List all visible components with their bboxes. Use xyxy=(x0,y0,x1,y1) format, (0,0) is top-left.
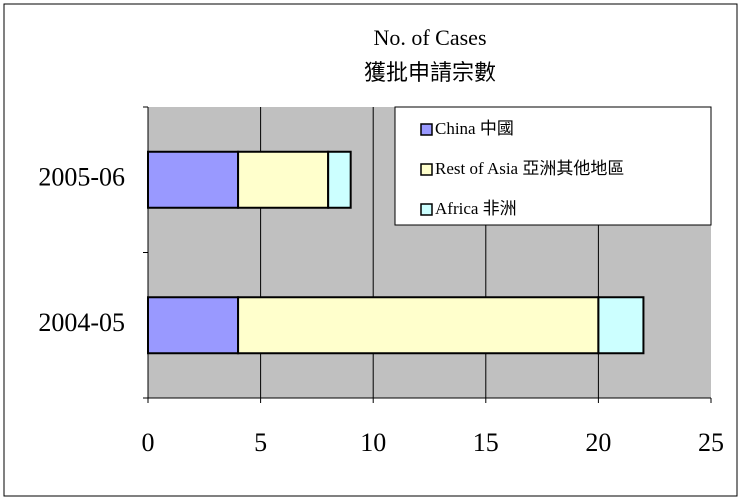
bar-segment xyxy=(147,150,240,209)
bar-segment xyxy=(237,150,330,209)
x-tick-label: 10 xyxy=(360,428,386,457)
x-tick-label: 0 xyxy=(142,428,155,457)
chart-subtitle: 獲批申請宗數 xyxy=(364,60,496,85)
bar-segment xyxy=(327,150,352,209)
legend-swatch xyxy=(420,163,433,176)
bar-segment xyxy=(597,296,645,355)
legend-swatch xyxy=(420,123,433,136)
x-tick-label: 15 xyxy=(473,428,499,457)
legend-swatch xyxy=(420,203,433,216)
x-tick-label: 5 xyxy=(254,428,267,457)
x-tick-label: 25 xyxy=(698,428,724,457)
legend-label: Rest of Asia 亞洲其他地區 xyxy=(435,159,624,178)
y-tick-label: 2004-05 xyxy=(38,308,125,337)
bar-segment xyxy=(237,296,600,355)
legend-label: Africa 非洲 xyxy=(435,199,517,218)
bar-segment xyxy=(147,296,240,355)
x-tick-label: 20 xyxy=(585,428,611,457)
legend-label: China 中國 xyxy=(435,119,514,138)
y-tick-label: 2005-06 xyxy=(38,163,125,192)
chart-title: No. of Cases xyxy=(373,25,486,50)
legend-box xyxy=(394,106,712,226)
